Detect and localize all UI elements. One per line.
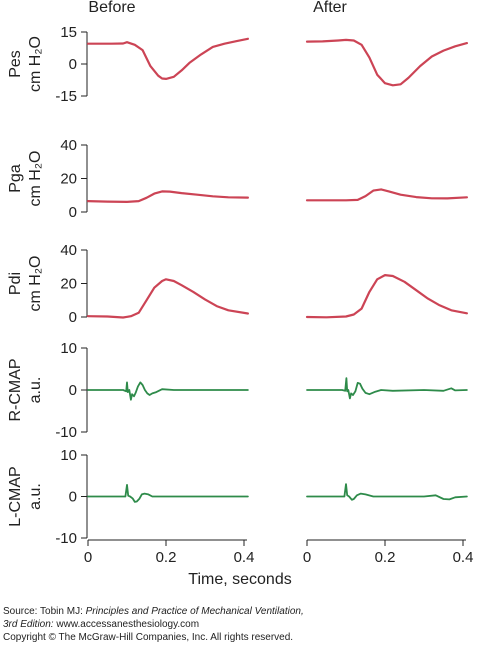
y-tick-label-pga: 0	[69, 204, 77, 221]
y-tick-label-rcmap: -10	[55, 424, 77, 441]
x-tick-label: 0.2	[156, 549, 177, 566]
y-tick-label-pdi: 40	[60, 242, 77, 259]
y-tick-label-pes: 15	[60, 24, 77, 41]
series-pdi-before	[86, 278, 249, 319]
x-tick-label: 0.4	[453, 549, 474, 566]
panel-lcmap: 10 0 -10 L-CMAP a.u.	[7, 447, 468, 547]
y-tick-label-pga: 40	[60, 137, 77, 154]
y-unit-lcmap: a.u.	[27, 483, 44, 510]
y-unit-pga: cm H₂O	[27, 151, 44, 207]
column-header-after: After	[313, 0, 347, 16]
panel-rcmap: 10 0 -10 R-CMAP a.u.	[7, 340, 468, 441]
y-tick-label-pes: 0	[69, 56, 77, 73]
series-lcmap-before	[87, 483, 249, 503]
x-axis-label: Time, seconds	[188, 571, 291, 588]
y-tick-label-pes: -15	[55, 88, 77, 105]
series-pdi-after	[305, 274, 468, 319]
y-tick-label-pdi: 0	[69, 309, 77, 326]
series-pes-before	[86, 37, 249, 81]
x-axis: 0 0.2 0.4 0 0.2 0.4	[84, 539, 474, 566]
source-citation: Source: Tobin MJ: Principles and Practic…	[3, 605, 473, 644]
series-rcmap-after	[306, 377, 468, 400]
panel-pga: 40 20 0 Pga cm H₂O	[7, 137, 468, 221]
y-unit-pdi: cm H₂O	[27, 256, 44, 312]
y-tick-label-lcmap: 0	[69, 489, 77, 506]
y-unit-pes: cm H₂O	[27, 36, 44, 92]
x-tick-label: 0.4	[234, 549, 255, 566]
y-tick-label-rcmap: 10	[60, 340, 77, 357]
source-edition: 3rd Edition:	[3, 619, 54, 630]
source-url: www.accessanesthesiology.com	[53, 619, 200, 630]
panel-pes: 15 0 -15 Pes cm H₂O	[7, 24, 468, 105]
copyright-notice: Copyright © The McGraw-Hill Companies, I…	[3, 632, 294, 643]
series-pga-before	[86, 190, 249, 203]
y-label-rcmap: R-CMAP	[7, 358, 24, 421]
y-tick-label-lcmap: -10	[55, 530, 77, 547]
y-tick-label-pdi: 20	[60, 276, 77, 293]
y-tick-label-rcmap: 0	[69, 382, 77, 399]
series-rcmap-before	[87, 381, 249, 401]
x-tick-label: 0	[84, 549, 92, 566]
series-lcmap-after	[306, 483, 468, 501]
y-label-lcmap: L-CMAP	[7, 466, 24, 526]
source-prefix: Source: Tobin MJ:	[3, 606, 86, 617]
x-tick-label: 0	[303, 549, 311, 566]
column-header-before: Before	[88, 0, 135, 16]
y-tick-label-pga: 20	[60, 171, 77, 188]
series-pes-after	[305, 38, 468, 87]
y-label-pes: Pes	[7, 50, 24, 78]
y-tick-label-lcmap: 10	[60, 447, 77, 464]
panel-pdi: 40 20 0 Pdi cm H₂O	[7, 242, 468, 326]
y-unit-rcmap: a.u.	[27, 377, 44, 404]
x-tick-label: 0.2	[375, 549, 396, 566]
y-label-pdi: Pdi	[7, 272, 24, 295]
y-label-pga: Pga	[7, 164, 24, 193]
source-title: Principles and Practice of Mechanical Ve…	[85, 606, 304, 617]
series-pga-after	[305, 188, 468, 202]
